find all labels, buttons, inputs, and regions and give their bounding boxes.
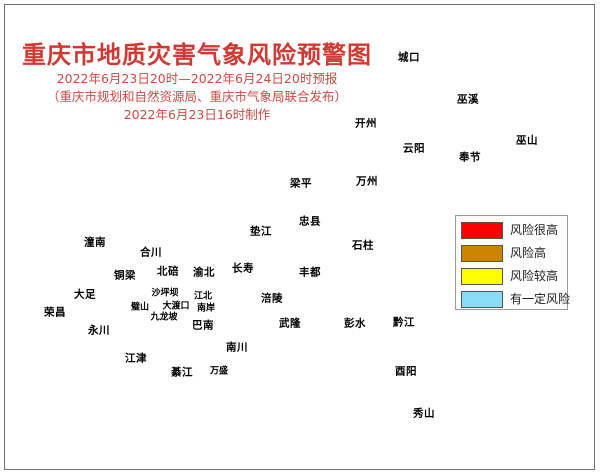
legend-label-moderately-high: 风险较高 bbox=[510, 269, 559, 283]
legend-item-very-high: 风险很高 bbox=[461, 220, 562, 241]
legend-label-high: 风险高 bbox=[510, 246, 547, 260]
legend-item-high: 风险高 bbox=[461, 243, 562, 264]
legend-swatch-moderately-high bbox=[461, 268, 503, 285]
legend-swatch-very-high bbox=[461, 222, 503, 239]
legend-label-some-risk: 有一定风险 bbox=[510, 292, 571, 306]
legend: 风险很高 风险高 风险较高 有一定风险 bbox=[455, 215, 570, 310]
legend-item-moderately-high: 风险较高 bbox=[461, 266, 562, 287]
legend-label-very-high: 风险很高 bbox=[510, 223, 559, 237]
legend-swatch-some-risk bbox=[461, 291, 503, 308]
legend-swatch-high bbox=[461, 245, 503, 262]
legend-item-some-risk: 有一定风险 bbox=[461, 289, 570, 310]
